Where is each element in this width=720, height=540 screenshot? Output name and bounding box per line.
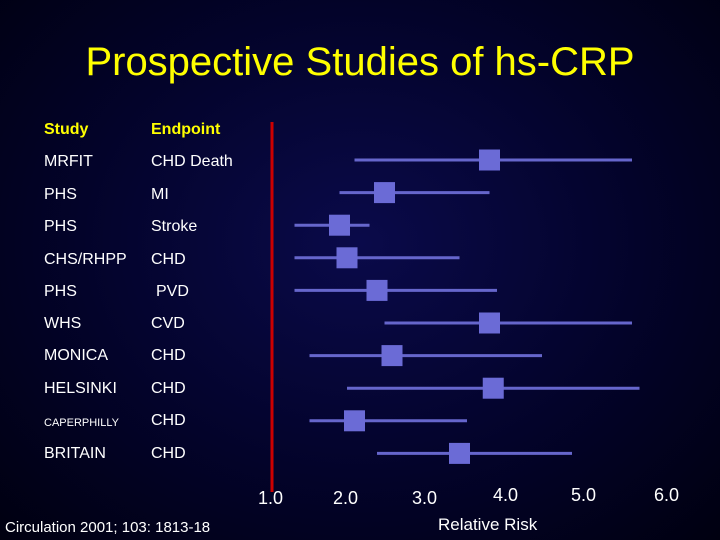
study-endpoint: PVD: [156, 283, 189, 300]
study-endpoint: CHD: [151, 251, 186, 268]
x-tick-label: 5.0: [571, 485, 597, 505]
study-name: CAPERPHILLY: [44, 417, 119, 429]
study-endpoint: CHD: [151, 412, 186, 429]
x-tick-label: 6.0: [654, 485, 680, 505]
point-estimate: [381, 345, 403, 367]
slide-title: Prospective Studies of hs-CRP: [85, 40, 635, 84]
point-estimate: [374, 182, 395, 204]
x-axis-label: Relative Risk: [438, 515, 538, 534]
x-tick-label: 1.0: [258, 488, 284, 508]
study-endpoint: CVD: [151, 315, 185, 332]
study-endpoint: CHD: [151, 445, 186, 462]
study-name: HELSINKI: [44, 380, 117, 397]
point-estimate: [329, 214, 350, 236]
point-estimate: [479, 312, 500, 334]
study-name: BRITAIN: [44, 445, 106, 462]
study-endpoint: CHD: [151, 347, 186, 364]
point-estimate: [449, 442, 470, 464]
point-estimate: [482, 377, 504, 399]
study-name: WHS: [44, 315, 82, 332]
endpoint-column-header: Endpoint: [151, 121, 221, 138]
study-name: MONICA: [44, 347, 108, 364]
point-estimate: [336, 247, 358, 269]
study-column-header: Study: [44, 121, 89, 138]
study-endpoint: CHD Death: [151, 153, 233, 170]
study-endpoint: Stroke: [151, 218, 198, 235]
x-tick-label: 3.0: [412, 488, 438, 508]
point-estimate: [344, 410, 365, 432]
citation: Circulation 2001; 103: 1813-18: [5, 519, 211, 536]
point-estimate: [479, 149, 500, 171]
study-endpoint: MI: [151, 186, 169, 203]
study-endpoint: CHD: [151, 380, 186, 397]
x-tick-label: 2.0: [333, 488, 359, 508]
study-name: CHS/RHPP: [44, 251, 127, 268]
x-tick-label: 4.0: [493, 485, 519, 505]
study-name: PHS: [44, 283, 77, 300]
study-name: MRFIT: [44, 153, 93, 170]
point-estimate: [366, 279, 388, 301]
study-name: PHS: [44, 186, 77, 203]
study-name: PHS: [44, 218, 77, 235]
